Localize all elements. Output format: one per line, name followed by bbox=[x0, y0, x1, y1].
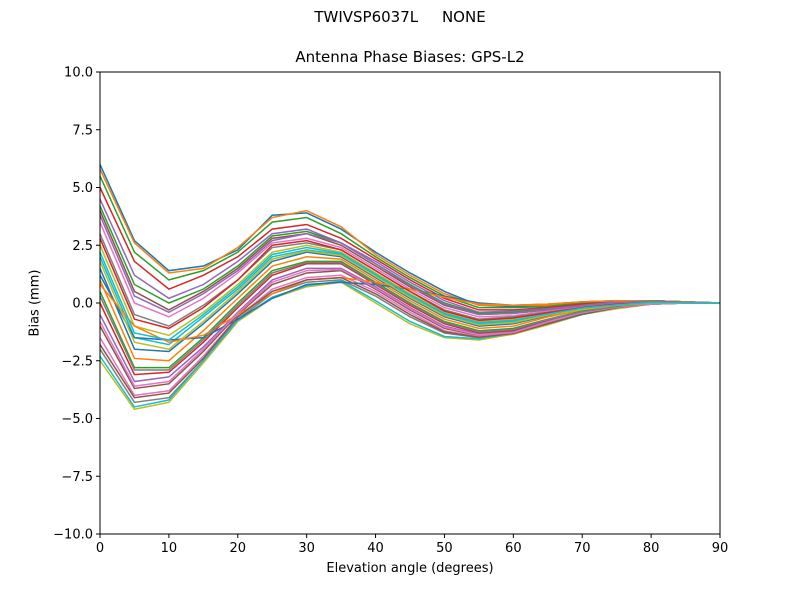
x-tick-label: 50 bbox=[436, 541, 453, 556]
series-line-19 bbox=[99, 281, 720, 411]
x-tick-label: 90 bbox=[712, 541, 729, 556]
axes-layer: 0 10 20 30 40 50 60 70 80 90 −10.0 −7.5 −5.0 −2.5 0.0 2… bbox=[53, 66, 728, 557]
y-tick-label: −2.5 bbox=[61, 354, 93, 369]
y-tick-label: −7.5 bbox=[61, 470, 93, 485]
series-line-3 bbox=[99, 175, 721, 309]
x-tick-label: 60 bbox=[505, 541, 522, 556]
x-tick-label: 80 bbox=[643, 541, 660, 556]
chart-title: Antenna Phase Biases: GPS-L2 bbox=[295, 48, 525, 66]
x-tick-label: 10 bbox=[161, 541, 178, 556]
figure-suptitle: TWIVSP6037L NONE bbox=[314, 8, 486, 26]
y-tick-label: 2.5 bbox=[72, 239, 93, 254]
y-tick-label: 10.0 bbox=[64, 66, 93, 81]
y-tick-label: 7.5 bbox=[72, 123, 93, 138]
series-line-28 bbox=[99, 261, 721, 371]
x-tick-label: 20 bbox=[230, 541, 247, 556]
y-tick-label: −5.0 bbox=[61, 412, 93, 427]
x-tick-label: 30 bbox=[298, 541, 315, 556]
x-axis-label: Elevation angle (degrees) bbox=[326, 561, 494, 576]
x-tick-label: 40 bbox=[367, 541, 384, 556]
y-tick-label: 5.0 bbox=[72, 181, 93, 196]
y-tick-label: −10.0 bbox=[53, 528, 93, 543]
series-layer bbox=[99, 164, 721, 411]
y-tick-label: 0.0 bbox=[72, 297, 93, 312]
y-axis-label: Bias (mm) bbox=[27, 269, 43, 337]
x-tick-label: 70 bbox=[574, 541, 591, 556]
series-line-30 bbox=[99, 246, 721, 341]
x-tick-label: 0 bbox=[96, 541, 104, 556]
series-line-22 bbox=[99, 276, 721, 344]
series-line-25 bbox=[99, 214, 721, 316]
